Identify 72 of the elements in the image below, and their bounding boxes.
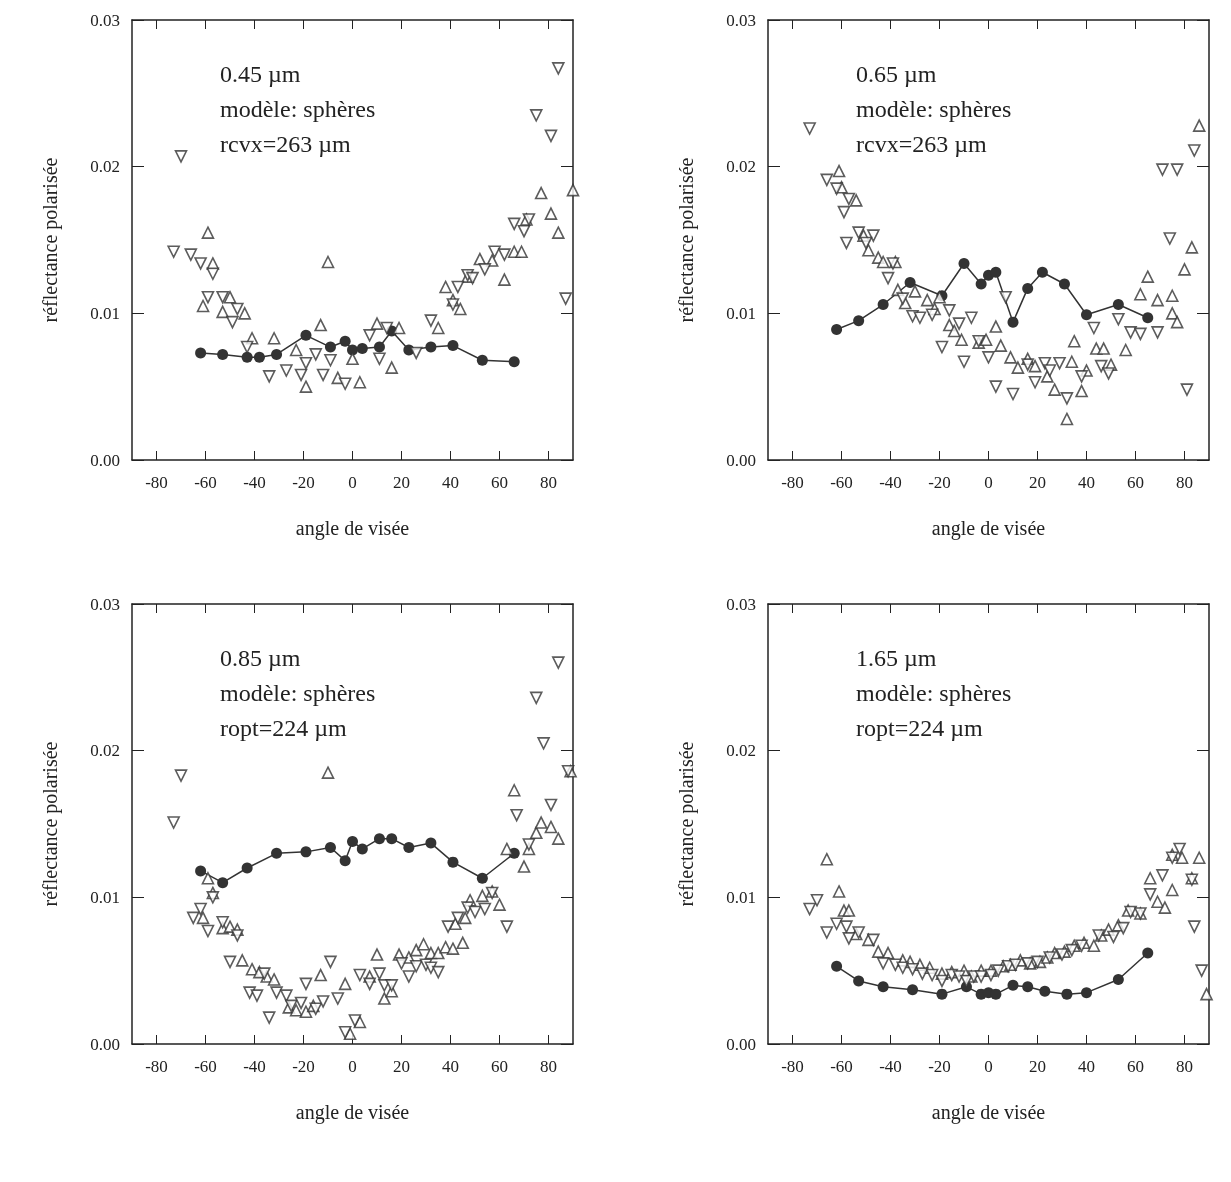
x-tick-label: -20 [292, 473, 315, 492]
y-tick-label: 0.03 [90, 10, 120, 30]
x-tick-label: 20 [1029, 473, 1046, 492]
y-tick-label: 0.02 [726, 741, 756, 761]
annotation: modèle: sphères [220, 96, 376, 122]
annotation: rcvx=263 µm [856, 131, 988, 157]
annotation: ropt=224 µm [856, 715, 984, 741]
y-tick-label: 0.00 [726, 1034, 756, 1054]
annotation: modèle: sphères [856, 96, 1012, 122]
x-tick-label: 60 [1127, 473, 1144, 492]
x-tick-label: -20 [928, 473, 951, 492]
x-tick-label: -80 [781, 1057, 804, 1076]
annotation: ropt=224 µm [220, 715, 348, 741]
x-tick-label: 80 [540, 1057, 557, 1076]
x-tick-label: 20 [393, 1057, 410, 1076]
y-tick-label: 0.00 [90, 450, 120, 470]
x-tick-label: 0 [348, 473, 357, 492]
annotation: rcvx=263 µm [220, 131, 352, 157]
y-tick-label: 0.02 [90, 157, 120, 177]
y-axis-title: réflectance polarisée [675, 157, 698, 323]
y-tick-label: 0.02 [90, 741, 120, 761]
y-axis-title: réflectance polarisée [675, 741, 698, 907]
y-tick-label: 0.01 [726, 887, 756, 907]
x-tick-label: 40 [1078, 1057, 1095, 1076]
x-tick-label: -60 [830, 473, 853, 492]
x-tick-label: 80 [540, 473, 557, 492]
x-tick-label: -60 [194, 473, 217, 492]
x-tick-label: 20 [393, 473, 410, 492]
y-tick-label: 0.03 [726, 10, 756, 30]
x-tick-label: -80 [145, 473, 168, 492]
x-tick-label: -40 [879, 1057, 902, 1076]
y-tick-label: 0.02 [726, 157, 756, 177]
x-axis-title: angle de visée [931, 517, 1046, 540]
x-tick-label: -40 [879, 473, 902, 492]
x-axis-title: angle de visée [295, 1101, 410, 1124]
x-tick-label: 0 [984, 473, 993, 492]
x-axis-title: angle de visée [931, 1101, 1046, 1124]
x-tick-label: -40 [243, 473, 266, 492]
text: 1.65 µm [856, 645, 937, 671]
y-tick-label: 0.03 [90, 594, 120, 614]
x-tick-label: -20 [292, 1057, 315, 1076]
x-tick-label: -60 [194, 1057, 217, 1076]
x-tick-label: 40 [442, 1057, 459, 1076]
y-axis-title: réflectance polarisée [39, 741, 62, 907]
x-tick-label: -80 [781, 473, 804, 492]
x-tick-label: 80 [1176, 1057, 1193, 1076]
text: 0.85 µm [220, 645, 301, 671]
x-tick-label: 80 [1176, 473, 1193, 492]
y-tick-label: 0.00 [726, 450, 756, 470]
x-tick-label: 0 [348, 1057, 357, 1076]
text: 0.65 µm [856, 61, 937, 87]
x-tick-label: 60 [491, 473, 508, 492]
annotation: modèle: sphères [220, 680, 376, 706]
x-axis-title: angle de visée [295, 517, 410, 540]
y-tick-label: 0.01 [90, 887, 120, 907]
x-tick-label: -20 [928, 1057, 951, 1076]
annotation: modèle: sphères [856, 680, 1012, 706]
text: 0.45 µm [220, 61, 301, 87]
x-tick-label: -40 [243, 1057, 266, 1076]
y-tick-label: 0.00 [90, 1034, 120, 1054]
x-tick-label: 40 [442, 473, 459, 492]
x-tick-label: -60 [830, 1057, 853, 1076]
y-tick-label: 0.01 [726, 303, 756, 323]
x-tick-label: 20 [1029, 1057, 1046, 1076]
x-tick-label: 0 [984, 1057, 993, 1076]
y-tick-label: 0.03 [726, 594, 756, 614]
x-tick-label: 40 [1078, 473, 1095, 492]
x-tick-label: -80 [145, 1057, 168, 1076]
y-tick-label: 0.01 [90, 303, 120, 323]
x-tick-label: 60 [491, 1057, 508, 1076]
y-axis-title: réflectance polarisée [39, 157, 62, 323]
x-tick-label: 60 [1127, 1057, 1144, 1076]
